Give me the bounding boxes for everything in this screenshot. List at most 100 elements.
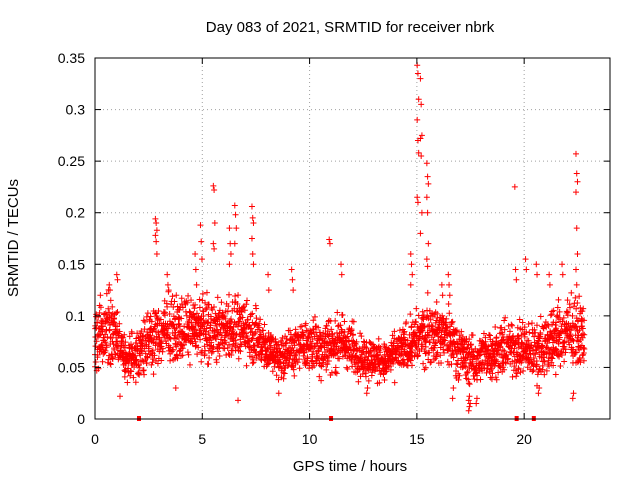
data-point (95, 365, 102, 372)
data-point (408, 261, 415, 268)
data-point (245, 343, 252, 350)
data-point (396, 327, 403, 334)
data-point (210, 304, 217, 311)
data-point (528, 320, 535, 327)
data-point (375, 335, 382, 342)
data-point (213, 359, 220, 366)
data-point (532, 351, 539, 358)
data-point (549, 355, 556, 362)
data-point (289, 276, 296, 283)
data-point (202, 306, 209, 313)
data-point (153, 238, 160, 245)
data-point (568, 289, 575, 296)
data-point (169, 293, 176, 300)
data-point (369, 353, 376, 360)
data-point (261, 321, 268, 328)
data-point (572, 294, 579, 301)
data-point (167, 335, 174, 342)
data-point (537, 313, 544, 320)
data-point (169, 320, 176, 327)
data-point (265, 271, 272, 278)
data-point (408, 352, 415, 359)
data-point (442, 319, 449, 326)
axis-ticks (94, 57, 610, 420)
data-point (138, 347, 145, 354)
data-point (291, 342, 298, 349)
data-point (414, 353, 421, 360)
data-point (256, 328, 263, 335)
data-point (248, 235, 255, 242)
data-point (170, 346, 177, 353)
data-point (489, 370, 496, 377)
y-tick-label: 0.3 (66, 102, 86, 118)
data-point (415, 96, 422, 103)
data-point (265, 287, 272, 294)
data-point (291, 372, 298, 379)
data-point (302, 320, 309, 327)
data-point (253, 355, 260, 362)
data-point (231, 305, 238, 312)
data-point (226, 341, 233, 348)
data-point (522, 256, 529, 263)
data-point (121, 331, 128, 338)
data-point (441, 349, 448, 356)
data-point (385, 363, 392, 370)
data-point (166, 311, 173, 318)
data-point (206, 354, 213, 361)
data-point (550, 362, 557, 369)
data-point (338, 261, 345, 268)
data-point (433, 299, 440, 306)
data-point (473, 395, 480, 402)
data-point (418, 152, 425, 159)
data-point (574, 300, 581, 307)
data-point (230, 327, 237, 334)
data-point (178, 295, 185, 302)
data-point (444, 324, 451, 331)
data-point (543, 367, 550, 374)
data-point (139, 342, 146, 349)
data-point (198, 238, 205, 245)
data-point (433, 353, 440, 360)
data-point (414, 194, 421, 201)
data-point (466, 336, 473, 343)
data-point (523, 328, 530, 335)
data-point (192, 266, 199, 273)
data-point (529, 368, 536, 375)
data-point (103, 344, 110, 351)
data-point (211, 187, 218, 194)
data-point (388, 350, 395, 357)
data-point (576, 346, 583, 353)
data-point (101, 346, 108, 353)
data-point (283, 355, 290, 362)
data-point (234, 301, 241, 308)
data-point (502, 360, 509, 367)
data-point (109, 303, 116, 310)
data-point (445, 271, 452, 278)
data-point (164, 271, 171, 278)
data-point (290, 366, 297, 373)
data-point (204, 341, 211, 348)
data-point (572, 323, 579, 330)
data-point (107, 287, 114, 294)
data-point (519, 319, 526, 326)
data-point (232, 340, 239, 347)
data-point (466, 403, 473, 410)
data-point (179, 304, 186, 311)
data-point (278, 337, 285, 344)
data-point (423, 194, 430, 201)
data-point (505, 355, 512, 362)
data-point (310, 317, 317, 324)
data-point (458, 328, 465, 335)
data-point (193, 310, 200, 317)
data-point (173, 292, 180, 299)
data-point (325, 357, 332, 364)
data-point (390, 340, 397, 347)
data-point (461, 362, 468, 369)
data-point (172, 385, 179, 392)
data-point (188, 297, 195, 304)
data-point (337, 322, 344, 329)
data-point (509, 373, 516, 380)
data-point (421, 324, 428, 331)
data-point (358, 333, 365, 340)
data-point (570, 390, 577, 397)
